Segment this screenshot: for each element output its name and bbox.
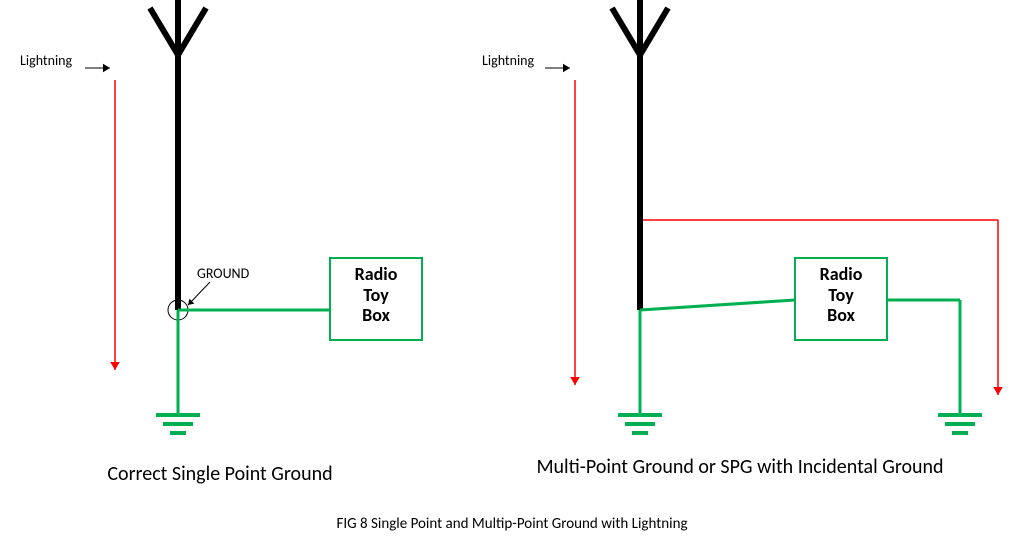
right-radio-box: Radio Toy Box (795, 264, 887, 326)
box-line: Box (795, 305, 887, 326)
left-lightning-label: Lightning (20, 52, 72, 69)
box-line: Toy (330, 285, 422, 306)
box-line: Toy (795, 285, 887, 306)
box-line: Radio (795, 264, 887, 285)
box-line: Box (330, 305, 422, 326)
figure-caption: FIG 8 Single Point and Multip-Point Grou… (0, 515, 1024, 533)
right-lightning-label: Lightning (482, 52, 534, 69)
left-radio-box: Radio Toy Box (330, 264, 422, 326)
box-line: Radio (330, 264, 422, 285)
left-ground-label: GROUND (197, 265, 249, 282)
left-diagram-title: Correct Single Point Ground (20, 462, 420, 486)
right-diagram-title: Multi-Point Ground or SPG with Incidenta… (500, 455, 980, 479)
